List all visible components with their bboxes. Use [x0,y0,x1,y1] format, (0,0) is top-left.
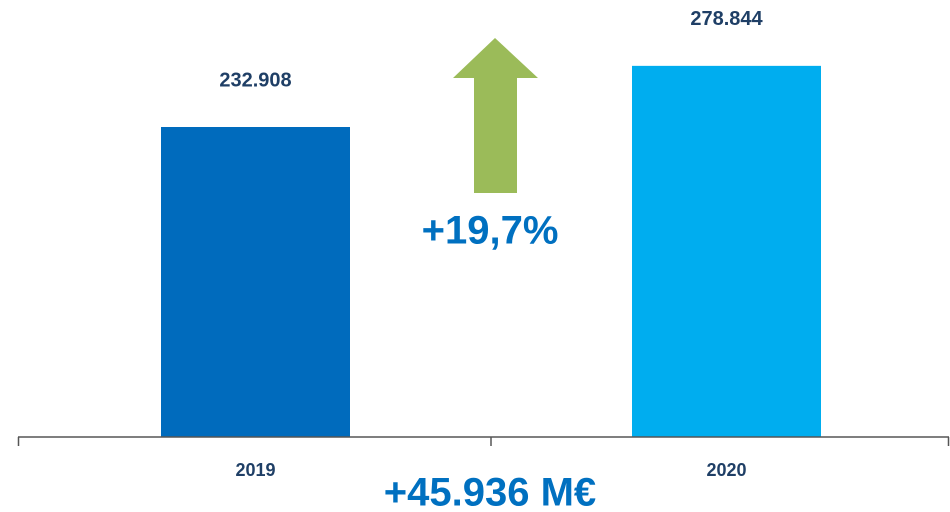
bar [632,65,821,437]
bar [161,126,350,437]
growth-percent: +19,7% [422,209,559,253]
x-tick-label: 2019 [235,460,275,480]
value-label: 232.908 [219,69,291,91]
value-label: 278.844 [690,8,763,30]
x-tick-label: 2020 [706,460,746,480]
growth-arrow [453,38,538,193]
growth-amount: +45.936 M€ [384,471,596,512]
